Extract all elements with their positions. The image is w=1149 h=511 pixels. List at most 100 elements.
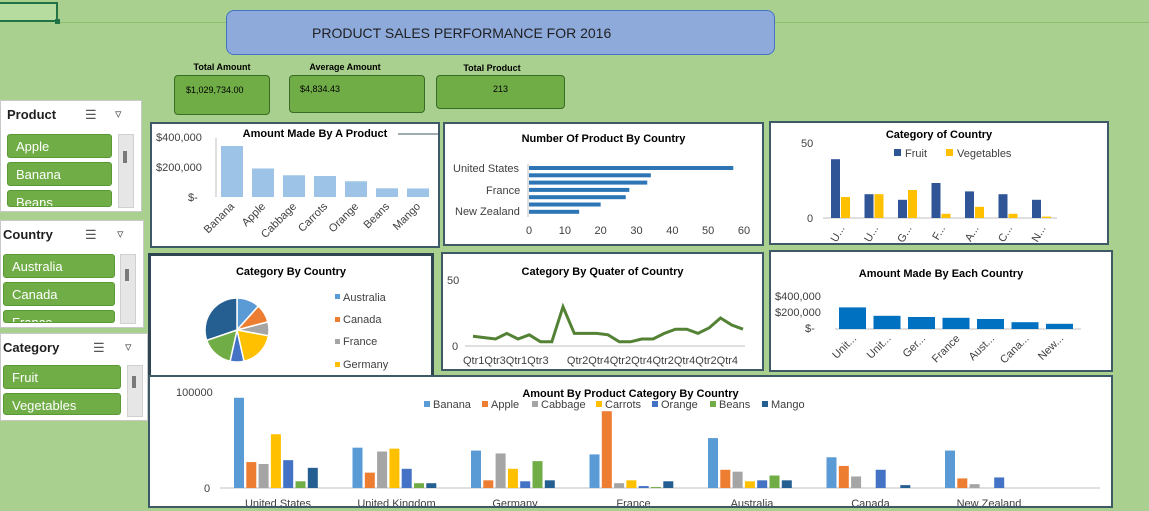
legend-france: France (343, 336, 377, 348)
ytick-label: 50 (801, 138, 813, 150)
fill-handle[interactable] (55, 19, 60, 24)
legend-label: Mango (771, 399, 805, 411)
product-slicer-header: Product (7, 107, 57, 122)
bar-fruit (998, 194, 1008, 218)
category-by-quarter-chart[interactable]: Category By Quater of Country 50 0 Qtr1Q… (441, 252, 764, 371)
ytick-label: 0 (204, 483, 210, 495)
legend-swatch (710, 401, 716, 407)
clear-filter-icon[interactable]: ▿ (117, 226, 124, 241)
selected-cell[interactable] (0, 2, 60, 24)
xtick-label: New Zealand (957, 498, 1022, 506)
slicer-item-apple[interactable]: Apple (7, 134, 112, 158)
bar-orange (283, 460, 294, 488)
bar-mango (307, 467, 318, 488)
bar-cabbage (258, 464, 269, 488)
multi-select-icon[interactable]: ☰ (93, 340, 105, 355)
bar-cabbage (732, 471, 743, 488)
ytick-label: $- (805, 323, 815, 335)
bar-banana (826, 457, 837, 488)
kpi-label-total-product: Total Product (463, 63, 521, 73)
ylabel-united-states: United States (453, 163, 520, 175)
bar-orange (638, 486, 649, 488)
amount-by-product-category-chart[interactable]: Amount By Product Category By Country Ba… (148, 375, 1113, 508)
chart-title: Amount By Product Category By Country (522, 388, 739, 400)
xtick-label: United States (245, 498, 312, 506)
multi-select-icon[interactable]: ☰ (85, 107, 97, 122)
bar (1046, 323, 1073, 329)
scroll-thumb[interactable] (125, 269, 129, 281)
xtick-label: 40 (666, 225, 678, 237)
scroll-thumb[interactable] (123, 151, 127, 163)
ytick-label: 50 (447, 275, 459, 287)
bar-fruit (931, 183, 941, 218)
xtick-label: Germany (492, 498, 538, 506)
category-of-country-chart[interactable]: Category of Country Fruit Vegetables 50 … (769, 121, 1109, 245)
ylabel-france: France (486, 185, 520, 197)
category-slicer-scrollbar[interactable] (127, 365, 143, 417)
legend-swatch (762, 401, 768, 407)
category-slicer-header: Category (3, 340, 60, 355)
legend-swatch (652, 401, 658, 407)
bar (252, 168, 274, 197)
legend-swatch-vegetables (946, 149, 953, 156)
bar-orange (401, 468, 412, 488)
kpi-label-total-amount: Total Amount (193, 62, 251, 72)
bar-orange (757, 480, 768, 488)
slicer-item-banana[interactable]: Banana (7, 162, 112, 186)
chart-title: Number Of Product By Country (521, 133, 686, 145)
legend-label: Orange (661, 399, 698, 411)
slicer-item-beans[interactable]: Beans (7, 190, 112, 207)
bar (529, 202, 601, 207)
bar-mango (426, 483, 437, 488)
legend-label: Apple (491, 399, 519, 411)
xtick-label: Banana (202, 200, 238, 236)
bar-mango (663, 481, 674, 488)
clear-filter-icon[interactable]: ▿ (115, 106, 122, 121)
slicer-item-australia[interactable]: Australia (3, 254, 115, 278)
category-by-quarter-svg: 50 0 Qtr1Qtr3Qtr1Qtr3 Qtr2Qtr4Qtr2Qtr4Qt… (447, 275, 745, 367)
bar-fruit (864, 194, 874, 218)
xtick-label: Mango (391, 201, 423, 233)
legend-swatch (335, 317, 340, 322)
bar-fruit (965, 191, 974, 218)
amount-by-product-category-svg: Banana Apple Cabbage Carrots Orange Beans Mang… (176, 387, 1100, 506)
multi-select-icon[interactable]: ☰ (85, 227, 97, 242)
bar (839, 307, 866, 329)
products-by-country-chart[interactable]: Number Of Product By Country United Stat… (443, 122, 764, 246)
xtick-label: Cana... (998, 333, 1032, 367)
amount-by-product-chart[interactable]: $400,000 $200,000 $- Banana Apple Cabbage C… (150, 122, 440, 248)
product-slicer-scrollbar[interactable] (118, 134, 134, 208)
slicer-item-fruit[interactable]: Fruit (3, 365, 121, 389)
amount-by-country-chart[interactable]: Amount Made By Each Country $400,000 $20… (769, 250, 1113, 372)
slicer-item-canada[interactable]: Canada (3, 282, 115, 306)
bar-orange (994, 477, 1005, 488)
xtick-label: Canada (851, 498, 890, 506)
bar-banana (708, 438, 718, 488)
category-by-country-chart[interactable]: Category By Country Australia Canada Fra… (148, 253, 434, 378)
kpi-value-total-product: 213 (493, 84, 509, 94)
legend-swatch (335, 362, 340, 367)
country-slicer-scrollbar[interactable] (120, 254, 136, 324)
bar (529, 180, 648, 185)
bar (529, 173, 651, 178)
slicer-item-vegetables[interactable]: Vegetables (3, 393, 121, 415)
bar-beans (414, 483, 424, 488)
xtick-label: 30 (630, 225, 642, 237)
xtick-label: Orange (327, 201, 361, 235)
xtick-label: United Kingdom (357, 498, 435, 506)
bar-apple (246, 462, 257, 488)
scroll-thumb[interactable] (132, 376, 136, 388)
legend-swatch (532, 401, 538, 407)
slicer-item-france[interactable]: France (3, 310, 115, 323)
bar-mango (544, 480, 555, 488)
bar-fruit (898, 199, 907, 218)
bar (345, 181, 367, 197)
xtick-label: 10 (559, 225, 571, 237)
chart-title: Amount Made By Each Country (858, 268, 1024, 280)
bar-vegetables (1008, 213, 1018, 218)
kpi-average-amount: $4,834.43 (289, 75, 425, 113)
kpi-label-average-amount: Average Amount (309, 62, 381, 72)
category-by-country-svg: Australia Canada France Germany (204, 292, 389, 371)
clear-filter-icon[interactable]: ▿ (125, 339, 132, 354)
chart-title: Amount Made By A Product (232, 128, 398, 140)
